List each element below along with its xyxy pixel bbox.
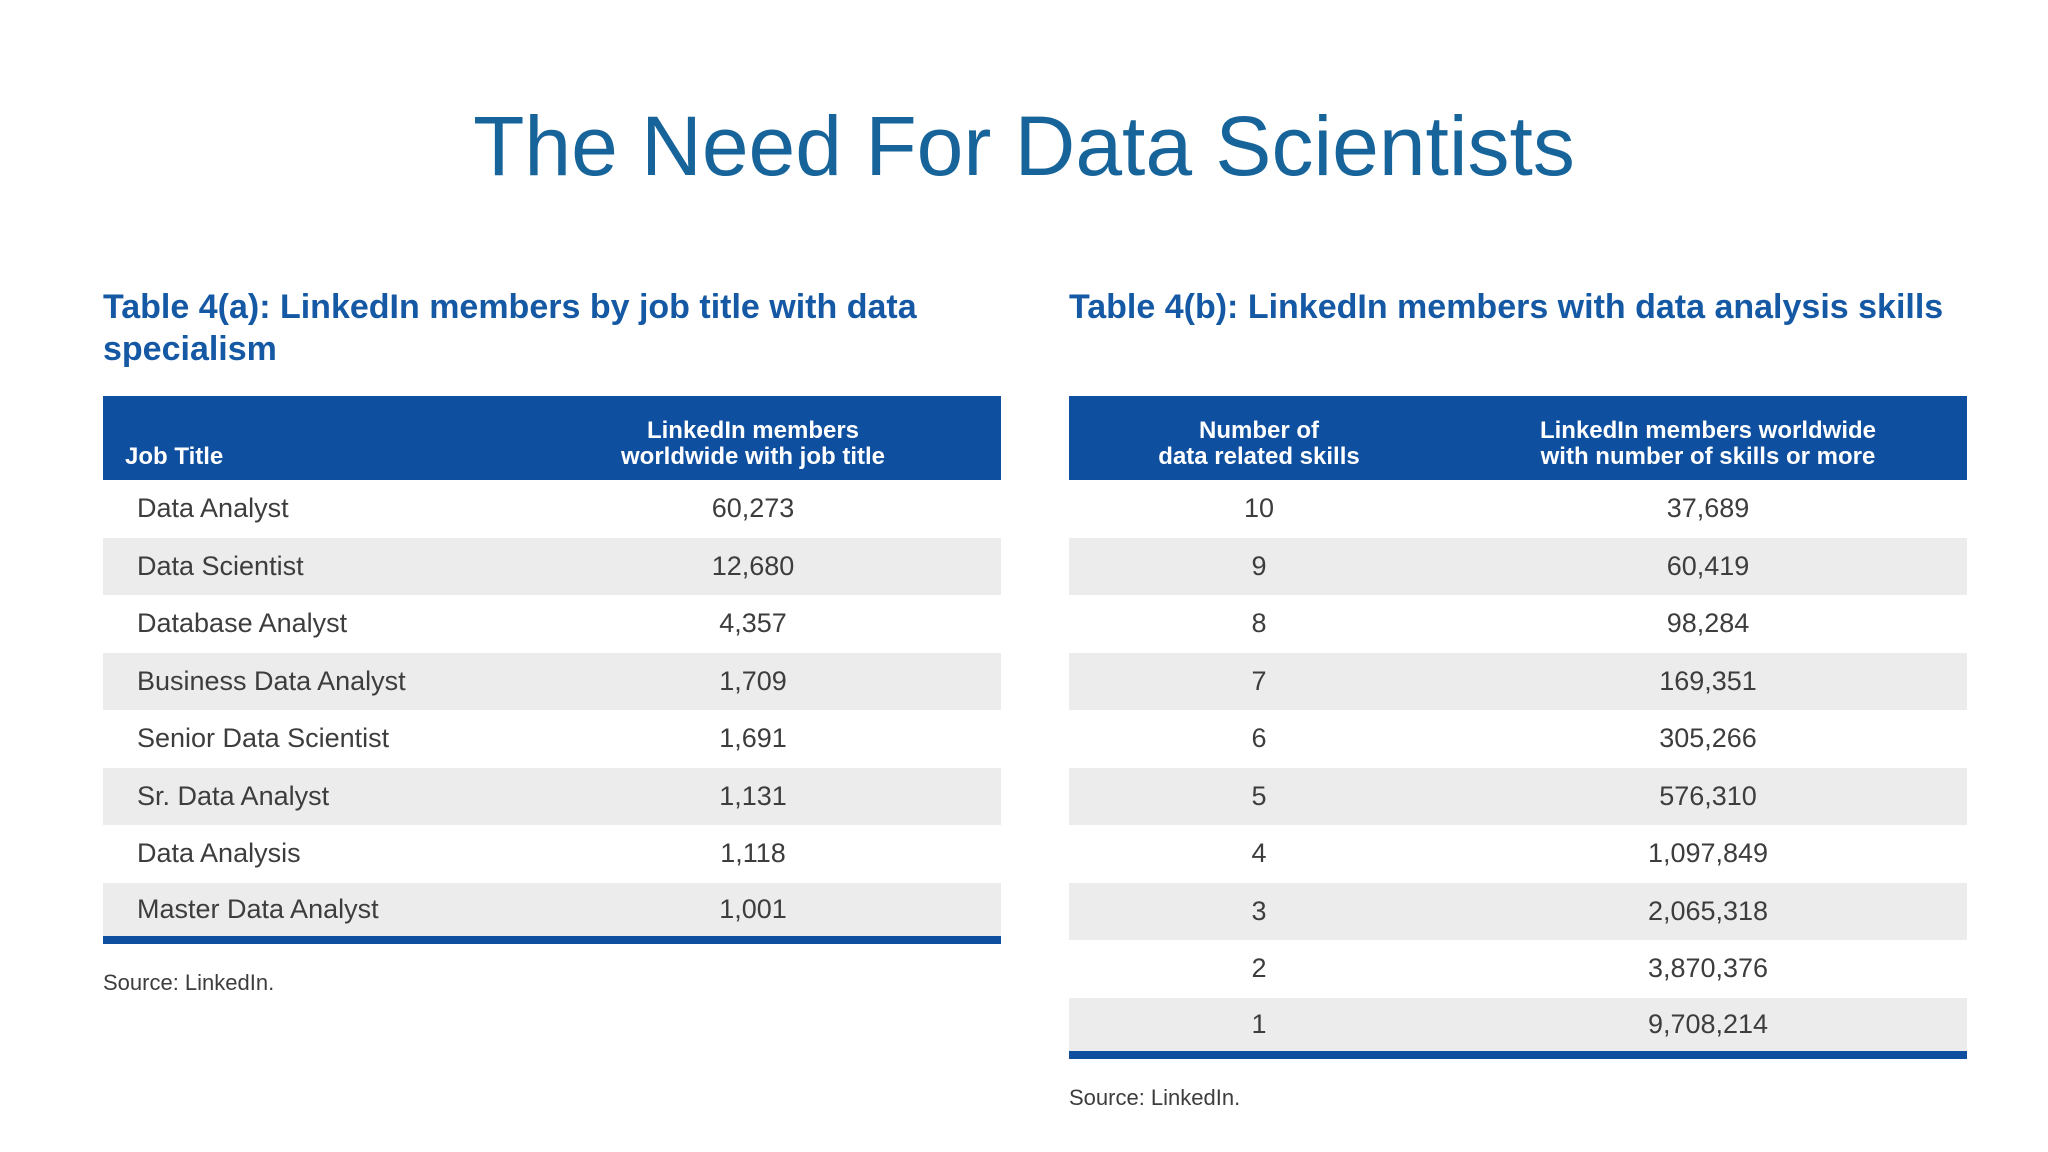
job-title-cell: Master Data Analyst	[137, 893, 379, 924]
table-row: Data Analyst 60,273	[103, 480, 1001, 538]
members-cell: 1,118	[720, 838, 786, 869]
members-cell: 1,001	[719, 893, 787, 924]
job-title-cell: Senior Data Scientist	[137, 723, 390, 754]
header-members: LinkedIn members worldwide with number o…	[1449, 396, 1967, 480]
slide-title: The Need For Data Scientists	[473, 99, 1575, 193]
table-row: 4 1,097,849	[1069, 825, 1967, 883]
table-row: 5 576,310	[1069, 767, 1967, 825]
skills-cell: 9	[1251, 550, 1267, 581]
table-header-row: Number of data related skills LinkedIn m…	[1069, 396, 1967, 480]
table-row: 6 305,266	[1069, 710, 1967, 768]
table-a-panel: Table 4(a): LinkedIn members by job titl…	[103, 286, 1001, 996]
members-cell: 1,131	[719, 780, 787, 811]
header-members-line1: LinkedIn members worldwide	[1539, 417, 1877, 444]
table-header-row: Job Title LinkedIn members worldwide wit…	[103, 396, 1001, 480]
header-members-line2: worldwide with job title	[621, 443, 885, 470]
table-row: 1 9,708,214	[1069, 997, 1967, 1055]
table-b-caption: Table 4(b): LinkedIn members with data a…	[1069, 288, 1944, 326]
table-b-source: Source: LinkedIn.	[1069, 1085, 1241, 1110]
table-row: Data Scientist 12,680	[103, 537, 1001, 595]
table-row: 9 60,419	[1069, 537, 1967, 595]
members-cell: 60,273	[711, 493, 795, 524]
table-row: Data Analysis 1,118	[103, 825, 1001, 883]
members-cell: 4,357	[719, 608, 787, 639]
job-title-cell: Data Analysis	[137, 838, 301, 869]
header-members: LinkedIn members worldwide with job titl…	[505, 396, 1001, 480]
members-cell: 1,709	[719, 665, 787, 696]
members-cell: 576,310	[1659, 780, 1757, 811]
table-row: Master Data Analyst 1,001	[103, 882, 1001, 940]
table-row: 2 3,870,376	[1069, 940, 1967, 998]
header-job-title: Job Title	[103, 396, 505, 480]
members-cell: 2,065,318	[1647, 895, 1769, 926]
job-title-cell: Data Scientist	[137, 550, 304, 581]
header-job-title-label: Job Title	[125, 443, 224, 470]
skills-cell: 7	[1251, 665, 1267, 696]
header-skills-line2: data related skills	[1158, 443, 1360, 470]
skills-cell: 6	[1251, 723, 1267, 754]
members-cell: 9,708,214	[1647, 1008, 1769, 1039]
skills-cell: 3	[1251, 895, 1267, 926]
table-row: Senior Data Scientist 1,691	[103, 710, 1001, 768]
skills-cell: 4	[1251, 838, 1267, 869]
members-cell: 305,266	[1659, 723, 1757, 754]
table-row: Business Data Analyst 1,709	[103, 652, 1001, 710]
table-a-source: Source: LinkedIn.	[103, 970, 275, 995]
header-skills-line1: Number of	[1199, 417, 1319, 444]
skills-cell: 5	[1251, 780, 1267, 811]
job-title-cell: Data Analyst	[137, 493, 289, 524]
skills-table: Number of data related skills LinkedIn m…	[1069, 396, 1967, 1059]
header-skills: Number of data related skills	[1069, 396, 1449, 480]
members-cell: 169,351	[1659, 665, 1757, 696]
members-cell: 98,284	[1666, 608, 1750, 639]
skills-cell: 2	[1251, 953, 1267, 984]
header-members-line2: with number of skills or more	[1540, 443, 1876, 470]
skills-cell: 10	[1243, 493, 1275, 524]
table-row: 3 2,065,318	[1069, 882, 1967, 940]
job-title-table: Job Title LinkedIn members worldwide wit…	[103, 396, 1001, 944]
members-cell: 60,419	[1666, 550, 1750, 581]
table-row: Database Analyst 4,357	[103, 595, 1001, 653]
job-title-cell: Business Data Analyst	[137, 665, 406, 696]
table-a-caption: Table 4(a): LinkedIn members by job titl…	[103, 288, 917, 368]
members-cell: 1,691	[719, 723, 787, 754]
members-cell: 37,689	[1666, 493, 1750, 524]
table-row: 8 98,284	[1069, 595, 1967, 653]
skills-cell: 1	[1251, 1008, 1267, 1039]
table-b-panel: Table 4(b): LinkedIn members with data a…	[1069, 286, 1967, 1111]
table-row: Sr. Data Analyst 1,131	[103, 767, 1001, 825]
header-members-line1: LinkedIn members	[646, 417, 860, 444]
job-title-cell: Database Analyst	[137, 608, 348, 639]
members-cell: 1,097,849	[1647, 838, 1769, 869]
skills-cell: 8	[1251, 608, 1267, 639]
members-cell: 3,870,376	[1647, 953, 1769, 984]
job-title-cell: Sr. Data Analyst	[137, 780, 330, 811]
members-cell: 12,680	[711, 550, 795, 581]
table-row: 7 169,351	[1069, 652, 1967, 710]
table-row: 10 37,689	[1069, 480, 1967, 538]
